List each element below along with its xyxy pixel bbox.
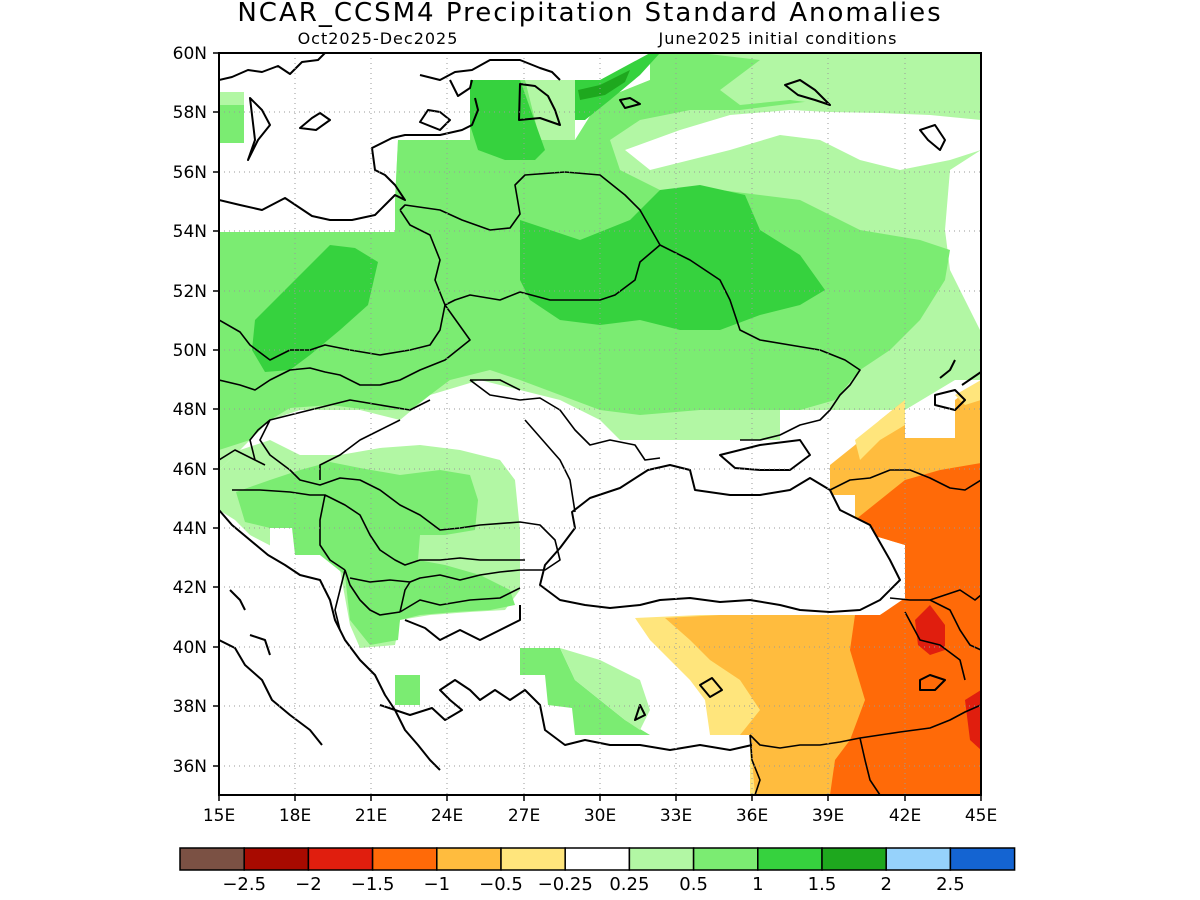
map-area <box>219 53 981 795</box>
colorbar-tick-label: 1.5 <box>808 874 837 895</box>
coastline-white-sea-lakes <box>619 79 946 721</box>
colorbar-tick-label: −1 <box>424 874 451 895</box>
x-tick-label: 18E <box>279 806 311 826</box>
colorbar-swatch <box>885 847 952 871</box>
y-tick-label: 40N <box>173 638 207 658</box>
anomaly-yellow-caucasus-2 <box>955 380 981 405</box>
colorbar-swatch <box>307 847 374 871</box>
y-tick-label: 56N <box>173 163 207 183</box>
y-tick-label: 42N <box>173 578 207 598</box>
anomaly-neutral-pocket-north <box>625 110 981 170</box>
x-tick-label: 15E <box>203 806 235 826</box>
colorbar-tick-label: 2 <box>880 874 891 895</box>
colorbar-swatch <box>243 847 310 871</box>
x-tick-label: 39E <box>812 806 844 826</box>
y-tick-label: 54N <box>173 222 207 242</box>
colorbar-tick-label: 0.25 <box>609 874 649 895</box>
tick-marks <box>213 52 982 801</box>
anomaly-darker-green-belarus <box>520 185 825 330</box>
colorbar-tick-label: −0.25 <box>538 874 593 895</box>
anomaly-yellow-caucasus <box>855 400 905 460</box>
colorbar-swatch <box>628 847 695 871</box>
colorbar-swatch <box>179 847 245 871</box>
x-tick-label: 33E <box>660 806 692 826</box>
anomaly-neutral-balkans-pocket <box>270 528 295 555</box>
anomaly-light-green-west-anatolia <box>560 648 650 730</box>
colorbar-swatch <box>500 847 566 871</box>
anomaly-green-aegean-island <box>395 675 420 705</box>
map-title: NCAR_CCSM4 Precipitation Standard Anomal… <box>237 0 942 28</box>
y-tick-label: 36N <box>173 757 207 777</box>
x-tick-label: 45E <box>965 806 997 826</box>
anomaly-darker-green-baltic <box>470 80 545 160</box>
coastline-black-sea <box>539 439 901 613</box>
y-tick-label: 60N <box>173 44 207 64</box>
anomaly-darkest-green-spot <box>578 70 630 100</box>
forecast-period-label: Oct2025-Dec2025 <box>298 29 459 48</box>
colorbar-tick-label: −1.5 <box>351 874 395 895</box>
colorbar-tick-label: −0.5 <box>479 874 523 895</box>
azov-sea <box>720 440 810 470</box>
anomaly-darker-green-poland <box>252 245 378 372</box>
colorbar-swatch <box>371 847 438 871</box>
y-tick-label: 52N <box>173 282 207 302</box>
x-tick-label: 27E <box>508 806 540 826</box>
colorbar-swatch <box>436 847 502 871</box>
y-tick-label: 48N <box>173 400 207 420</box>
colorbar-swatch <box>692 847 759 871</box>
colorbar-tick-label: −2.5 <box>222 874 266 895</box>
coastline-baltic <box>219 53 561 221</box>
colorbar-swatch <box>949 847 1016 871</box>
initial-conditions-label: June2025 initial conditions <box>657 29 897 48</box>
anomaly-red-spot-southeast <box>965 690 981 750</box>
colorbar-tick-label: 0.5 <box>679 874 708 895</box>
colorbar-tick-label: 2.5 <box>936 874 965 895</box>
y-tick-label: 50N <box>173 341 207 361</box>
colorbar-swatch <box>757 847 823 871</box>
x-tick-label: 36E <box>736 806 768 826</box>
graticule <box>219 53 981 795</box>
colorbar-swatch <box>821 847 887 871</box>
y-tick-label: 44N <box>173 519 207 539</box>
y-tick-label: 38N <box>173 697 207 717</box>
y-tick-label: 46N <box>173 460 207 480</box>
anomaly-light-pocket-north <box>720 53 981 110</box>
colorbar-tick-label: −2 <box>295 874 322 895</box>
anomaly-green-balkans <box>236 462 515 645</box>
colorbar-swatch <box>564 847 631 871</box>
black-sea <box>540 465 900 612</box>
x-tick-label: 42E <box>889 806 921 826</box>
country-borders <box>219 171 981 795</box>
y-axis-labels: 36N 38N 40N 42N 44N 46N 48N 50N 52N 54N … <box>173 44 207 777</box>
anomaly-green-west-anatolia <box>520 648 650 735</box>
colorbar: −2.5 −2 −1.5 −1 −0.5 −0.25 0.25 0.5 1 1.5 2 2.5 <box>179 847 1016 895</box>
coastline-caspian <box>919 359 981 691</box>
y-tick-label: 58N <box>173 103 207 123</box>
x-tick-label: 30E <box>584 806 616 826</box>
anomaly-green-west-square <box>219 105 244 143</box>
x-axis-labels: 15E 18E 21E 24E 27E 30E 33E 36E 39E 42E … <box>203 806 997 826</box>
x-tick-label: 21E <box>355 806 387 826</box>
colorbar-tick-label: 1 <box>752 874 763 895</box>
anomaly-red-spot-armenia <box>915 605 945 655</box>
x-tick-label: 24E <box>431 806 463 826</box>
